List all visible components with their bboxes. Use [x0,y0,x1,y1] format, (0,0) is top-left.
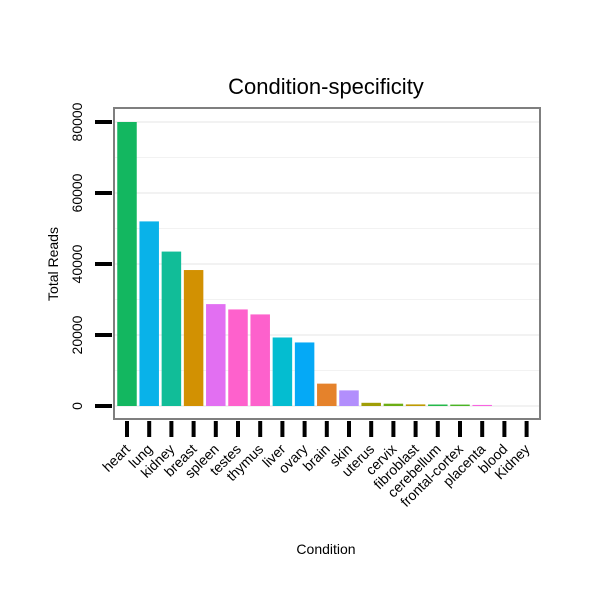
plot-frame [113,107,541,420]
bar-breast [183,270,204,406]
bar-fibroblast [405,404,426,406]
bar-brain [317,383,337,406]
bars [117,122,492,406]
bar-spleen [206,304,226,406]
bar-cervix [383,403,404,406]
y-axis-title: Total Reads [45,227,61,301]
y-tick-label: 80000 [69,102,85,141]
bar-cerebellum [428,404,448,406]
bar-heart [117,122,137,406]
x-axis-title: Condition [296,541,355,557]
bar-lung [139,221,159,406]
y-axis: 0 20000 40000 60000 80000 [69,102,112,410]
x-axis: heartlungkidneybreastspleentestesthymusl… [99,421,533,510]
bar-liver [272,337,293,406]
bar-frontal-cortex [450,404,470,406]
bar-ovary [294,342,315,406]
bar-skin [339,390,359,406]
chart-title: Condition-specificity [228,74,424,99]
y-tick-label: 60000 [69,173,85,212]
bar-uterus [361,402,381,406]
bar-placenta [472,404,492,406]
bar-thymus [250,314,270,406]
y-tick-label: 0 [69,402,85,410]
bar-testes [228,309,248,406]
y-tick-label: 20000 [69,315,85,354]
y-tick-label: 40000 [69,244,85,283]
bar-kidney [161,251,182,406]
